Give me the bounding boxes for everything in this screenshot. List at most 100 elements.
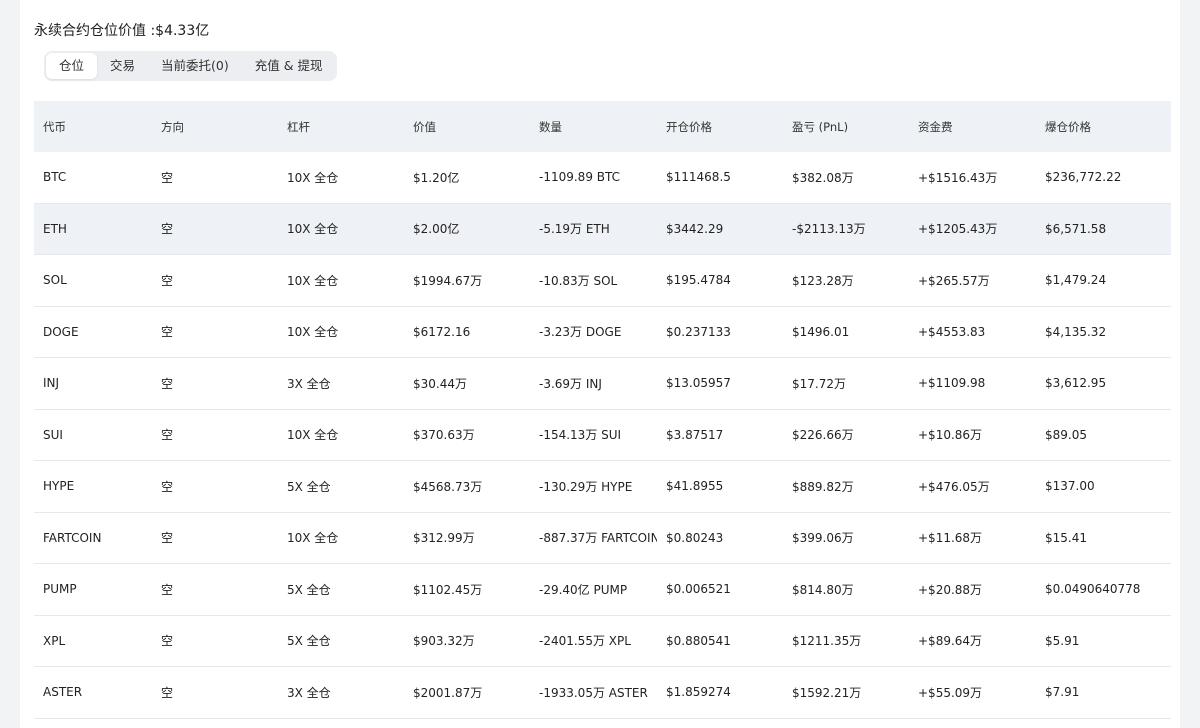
table-row[interactable]: BTC 空 10X 全仓 $1.20亿 -1109.89 BTC $111468… (34, 152, 1171, 204)
cell-liq-price: $89.05 (1036, 409, 1171, 461)
cell-token: BTC (34, 152, 152, 204)
cell-funding: +$89.64万 (909, 615, 1036, 667)
cell-direction: 空 (152, 615, 278, 667)
cell-token: ETH (34, 203, 152, 255)
cell-entry-price: $3.87517 (657, 409, 783, 461)
column-header-value[interactable]: 价值 (404, 101, 530, 152)
table-row[interactable]: PUMP 空 5X 全仓 $1102.45万 -29.40亿 PUMP $0.0… (34, 563, 1171, 616)
cell-value: $6172.16 (404, 306, 530, 358)
table-row[interactable]: SOL 空 10X 全仓 $1994.67万 -10.83万 SOL $195.… (34, 254, 1171, 307)
cell-funding: +$476.05万 (909, 460, 1036, 513)
cell-token: DOGE (34, 306, 152, 358)
cell-leverage: 10X 全仓 (278, 512, 404, 564)
tab-trades[interactable]: 交易 (110, 58, 136, 73)
table-row[interactable]: ETH 空 10X 全仓 $2.00亿 -5.19万 ETH $3442.29 … (34, 203, 1171, 255)
cell-entry-price: $111468.5 (657, 152, 783, 204)
cell-token: FARTCOIN (34, 512, 152, 564)
cell-value: $2001.87万 (404, 666, 530, 719)
cell-value: $1.20亿 (404, 152, 530, 204)
tab-positions[interactable]: 仓位 (46, 53, 98, 79)
cell-quantity: -29.40亿 PUMP (530, 563, 657, 616)
cell-quantity: -130.29万 HYPE (530, 460, 657, 513)
cell-liq-price: $5.91 (1036, 615, 1171, 667)
column-header-funding[interactable]: 资金费 (909, 101, 1036, 152)
tab-deposits-withdrawals[interactable]: 充值 & 提现 (254, 58, 323, 73)
cell-leverage: 5X 全仓 (278, 460, 404, 513)
cell-value: $2.00亿 (404, 203, 530, 255)
cell-value: $903.32万 (404, 615, 530, 667)
cell-entry-price: $0.80243 (657, 512, 783, 564)
column-header-leverage[interactable]: 杠杆 (278, 101, 404, 152)
table-row[interactable]: DOGE 空 10X 全仓 $6172.16 -3.23万 DOGE $0.23… (34, 306, 1171, 358)
cell-leverage: 10X 全仓 (278, 203, 404, 255)
cell-liq-price: $6,571.58 (1036, 203, 1171, 255)
cell-leverage: 5X 全仓 (278, 615, 404, 667)
cell-leverage: 10X 全仓 (278, 152, 404, 204)
table-row[interactable]: SUI 空 10X 全仓 $370.63万 -154.13万 SUI $3.87… (34, 409, 1171, 461)
cell-liq-price: $4,135.32 (1036, 306, 1171, 358)
cell-value: $4568.73万 (404, 460, 530, 513)
tab-bar: 仓位 交易 当前委托(0) 充值 & 提现 (44, 51, 338, 81)
cell-direction: 空 (152, 666, 278, 719)
cell-funding: +$1205.43万 (909, 203, 1036, 255)
cell-direction: 空 (152, 203, 278, 255)
cell-quantity: -2401.55万 XPL (530, 615, 657, 667)
column-header-entry-price[interactable]: 开仓价格 (657, 101, 783, 152)
cell-entry-price: $41.8955 (657, 460, 783, 513)
cell-liq-price: $236,772.22 (1036, 152, 1171, 204)
cell-entry-price: $13.05957 (657, 357, 783, 410)
table-row[interactable]: INJ 空 3X 全仓 $30.44万 -3.69万 INJ $13.05957… (34, 357, 1171, 410)
tab-open-orders[interactable]: 当前委托(0) (161, 58, 229, 73)
cell-leverage: 10X 全仓 (278, 306, 404, 358)
cell-funding: +$265.57万 (909, 254, 1036, 307)
cell-leverage: 10X 全仓 (278, 409, 404, 461)
cell-pnl: $382.08万 (783, 152, 909, 204)
column-header-direction[interactable]: 方向 (152, 101, 278, 152)
cell-pnl: $814.80万 (783, 563, 909, 616)
cell-token: INJ (34, 357, 152, 410)
cell-value: $312.99万 (404, 512, 530, 564)
cell-token: ASTER (34, 666, 152, 719)
cell-direction: 空 (152, 152, 278, 204)
cell-token: XPL (34, 615, 152, 667)
column-header-quantity[interactable]: 数量 (530, 101, 657, 152)
cell-funding: +$10.86万 (909, 409, 1036, 461)
table-row[interactable]: FARTCOIN 空 10X 全仓 $312.99万 -887.37万 FART… (34, 512, 1171, 564)
cell-entry-price: $0.237133 (657, 306, 783, 358)
cell-entry-price: $0.006521 (657, 563, 783, 616)
cell-direction: 空 (152, 254, 278, 307)
cell-token: PUMP (34, 563, 152, 616)
cell-quantity: -887.37万 FARTCOIN (530, 512, 657, 564)
column-header-liq-price[interactable]: 爆仓价格 (1036, 101, 1171, 152)
cell-pnl: $17.72万 (783, 357, 909, 410)
cell-quantity: -1109.89 BTC (530, 152, 657, 204)
cell-leverage: 3X 全仓 (278, 666, 404, 719)
cell-liq-price: $0.0490640778 (1036, 563, 1171, 616)
cell-liq-price: $15.41 (1036, 512, 1171, 564)
table-row[interactable]: XPL 空 5X 全仓 $903.32万 -2401.55万 XPL $0.88… (34, 615, 1171, 667)
cell-direction: 空 (152, 306, 278, 358)
cell-funding: +$1516.43万 (909, 152, 1036, 204)
cell-direction: 空 (152, 409, 278, 461)
cell-pnl: -$2113.13万 (783, 203, 909, 255)
table-row[interactable]: HYPE 空 5X 全仓 $4568.73万 -130.29万 HYPE $41… (34, 460, 1171, 513)
column-header-token[interactable]: 代币 (34, 101, 152, 152)
cell-value: $1994.67万 (404, 254, 530, 307)
cell-quantity: -3.23万 DOGE (530, 306, 657, 358)
positions-table: 代币 方向 杠杆 价值 数量 开仓价格 盈亏 (PnL) 资金费 爆仓价格 BT… (34, 101, 1171, 719)
cell-funding: +$1109.98 (909, 357, 1036, 410)
cell-direction: 空 (152, 357, 278, 410)
cell-funding: +$55.09万 (909, 666, 1036, 719)
cell-quantity: -10.83万 SOL (530, 254, 657, 307)
cell-entry-price: $0.880541 (657, 615, 783, 667)
cell-funding: +$11.68万 (909, 512, 1036, 564)
cell-pnl: $1592.21万 (783, 666, 909, 719)
cell-funding: +$20.88万 (909, 563, 1036, 616)
cell-entry-price: $1.859274 (657, 666, 783, 719)
cell-pnl: $889.82万 (783, 460, 909, 513)
column-header-pnl[interactable]: 盈亏 (PnL) (783, 101, 909, 152)
cell-entry-price: $195.4784 (657, 254, 783, 307)
cell-value: $30.44万 (404, 357, 530, 410)
table-row[interactable]: ASTER 空 3X 全仓 $2001.87万 -1933.05万 ASTER … (34, 666, 1171, 719)
cell-leverage: 3X 全仓 (278, 357, 404, 410)
